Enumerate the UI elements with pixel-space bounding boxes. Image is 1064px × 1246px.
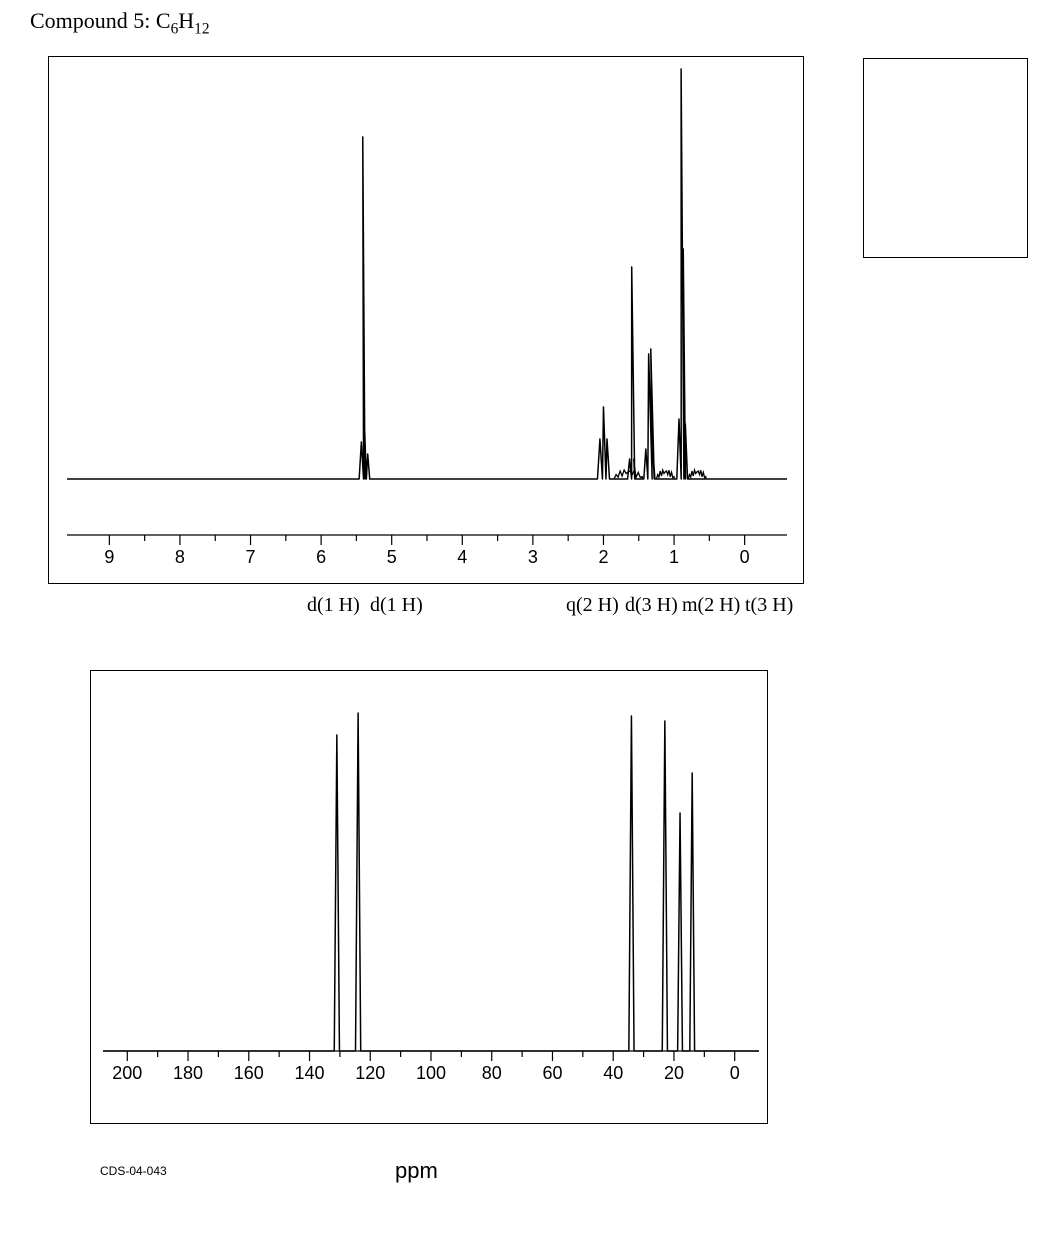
- h1-nmr-frame: 9 8 7 6 5 4 3 2 1 0: [48, 56, 804, 584]
- svg-text:8: 8: [175, 547, 185, 567]
- svg-text:60: 60: [542, 1063, 562, 1083]
- c13-axis-label: ppm: [395, 1158, 438, 1184]
- h1-annotation-1: d(1 H): [370, 594, 423, 617]
- h1-annotation-0: d(1 H): [307, 594, 360, 617]
- svg-text:5: 5: [387, 547, 397, 567]
- svg-text:1: 1: [669, 547, 679, 567]
- svg-text:7: 7: [246, 547, 256, 567]
- h1-annotation-5: t(3 H): [745, 594, 793, 617]
- svg-text:2: 2: [598, 547, 608, 567]
- svg-text:180: 180: [173, 1063, 203, 1083]
- svg-text:140: 140: [294, 1063, 324, 1083]
- c13-nmr-plot: 200180160140120100806040200: [91, 671, 769, 1125]
- svg-text:0: 0: [730, 1063, 740, 1083]
- h1-annotation-4: m(2 H): [682, 594, 740, 617]
- h1-annotation-3: d(3 H): [625, 594, 678, 617]
- svg-text:4: 4: [457, 547, 467, 567]
- compound-title: Compound 5: C6H12: [30, 8, 210, 38]
- svg-text:200: 200: [112, 1063, 142, 1083]
- answer-box: [863, 58, 1028, 258]
- svg-text:20: 20: [664, 1063, 684, 1083]
- svg-text:120: 120: [355, 1063, 385, 1083]
- c13-nmr-frame: 200180160140120100806040200: [90, 670, 768, 1124]
- svg-text:80: 80: [482, 1063, 502, 1083]
- svg-text:0: 0: [740, 547, 750, 567]
- svg-text:160: 160: [234, 1063, 264, 1083]
- spectrum-code: CDS-04-043: [100, 1164, 167, 1178]
- svg-text:9: 9: [104, 547, 114, 567]
- svg-text:3: 3: [528, 547, 538, 567]
- svg-text:100: 100: [416, 1063, 446, 1083]
- svg-text:6: 6: [316, 547, 326, 567]
- svg-text:40: 40: [603, 1063, 623, 1083]
- h1-nmr-plot: 9 8 7 6 5 4 3 2 1 0: [49, 57, 805, 585]
- h1-annotation-2: q(2 H): [566, 594, 619, 617]
